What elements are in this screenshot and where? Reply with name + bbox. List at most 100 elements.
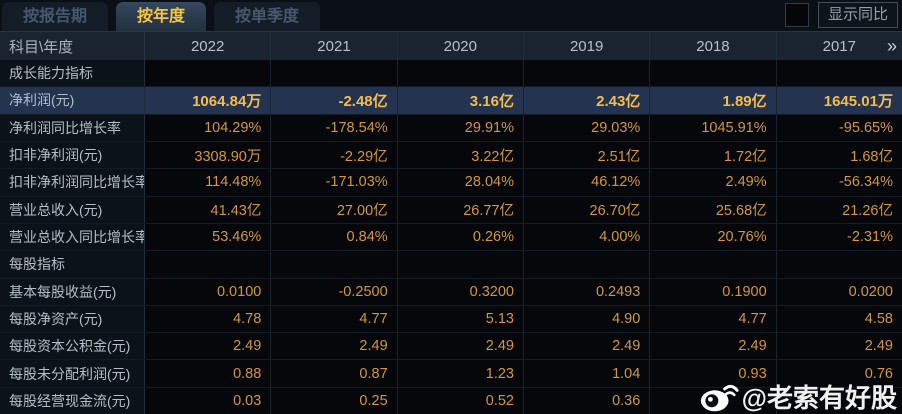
value-cell — [271, 60, 398, 87]
row-label: 每股资本公积金(元) — [0, 333, 145, 360]
value-cell: 2.51亿 — [523, 141, 651, 169]
value-cell — [650, 60, 777, 87]
value-cell: -2.48亿 — [271, 87, 398, 114]
value-cell: 4.77 — [271, 305, 398, 333]
value-cell: -2.31% — [776, 223, 902, 251]
tab-by-year[interactable]: 按年度 — [116, 2, 207, 31]
row-label: 扣非净利润(元) — [0, 141, 145, 169]
value-cell: 0.3200 — [397, 278, 524, 305]
table-row[interactable]: 每股未分配利润(元) 0.88 0.87 1.23 1.04 0.93 0.76 — [0, 360, 902, 388]
table-row[interactable]: 每股净资产(元) 4.78 4.77 5.13 4.90 4.77 4.58 — [0, 305, 902, 334]
row-label: 成长能力指标 — [0, 60, 145, 87]
value-cell: 5.13 — [397, 305, 524, 333]
value-cell: 29.03% — [523, 114, 651, 141]
table-row[interactable]: 每股资本公积金(元) 2.49 2.49 2.49 2.49 2.49 2.49 — [0, 333, 902, 361]
table-row[interactable]: 扣非净利润(元) 3308.90万 -2.29亿 3.22亿 2.51亿 1.72亿 1.6… — [0, 141, 902, 170]
value-cell: 27.00亿 — [271, 196, 398, 223]
value-cell: 0.76 — [776, 360, 902, 387]
table-row[interactable]: 每股经营现金流(元) 0.03 0.25 0.52 0.36 — [0, 387, 902, 414]
row-label: 营业总收入(元) — [0, 196, 145, 223]
value-cell: 41.43亿 — [145, 196, 272, 223]
value-cell: 29.91% — [397, 114, 524, 141]
value-cell: 2.49% — [650, 169, 777, 196]
year-header: 2018 — [650, 32, 777, 60]
table-row[interactable]: 营业总收入(元) 41.43亿 27.00亿 26.77亿 26.70亿 25.68亿 21… — [0, 196, 902, 224]
value-cell: 0.52 — [397, 387, 524, 414]
year-header: 2019 — [524, 32, 651, 60]
year-label: 2018 — [696, 37, 730, 55]
value-cell: 4.00% — [523, 223, 651, 251]
value-cell — [776, 387, 902, 414]
value-cell — [650, 251, 777, 278]
value-cell: 0.1900 — [650, 278, 777, 305]
row-label: 每股指标 — [0, 251, 145, 278]
row-label: 扣非净利润同比增长率 — [0, 169, 145, 196]
year-header: 2020 — [398, 32, 524, 60]
value-cell: -2.29亿 — [271, 141, 398, 169]
value-cell: 53.46% — [145, 223, 272, 251]
table-row[interactable]: 扣非净利润同比增长率 114.48% -171.03% 28.04% 46.12% 2.4… — [0, 169, 902, 197]
value-cell: -178.54% — [271, 114, 398, 141]
tab-bar: 按报告期 按年度 按单季度 显示同比 — [0, 0, 902, 31]
value-cell: 0.26% — [397, 223, 524, 251]
value-cell: 0.2493 — [523, 278, 651, 305]
value-cell: 21.26亿 — [776, 196, 902, 223]
value-cell: 46.12% — [523, 169, 651, 196]
value-cell: 0.36 — [523, 387, 651, 414]
year-header: 2017 » — [777, 32, 902, 60]
table-row[interactable]: 净利润(元) 1064.84万 -2.48亿 3.16亿 2.43亿 1.89亿 1645.… — [0, 87, 902, 115]
year-label: 2022 — [190, 37, 225, 55]
section-row[interactable]: 每股指标 — [0, 251, 902, 279]
value-cell: 2.43亿 — [523, 87, 651, 114]
tab-single-quarter[interactable]: 按单季度 — [214, 2, 321, 31]
row-label: 基本每股收益(元) — [0, 278, 145, 305]
value-cell: -171.03% — [271, 169, 398, 196]
value-cell: 0.88 — [145, 360, 272, 387]
value-cell: 3.22亿 — [397, 141, 524, 169]
value-cell: -95.65% — [776, 114, 902, 141]
value-cell — [523, 251, 651, 278]
financial-table: 科目\年度 2022 2021 2020 2019 2018 2017 » 成长能力指标 净利… — [0, 31, 902, 414]
table-body: 成长能力指标 净利润(元) 1064.84万 -2.48亿 3.16亿 2.43亿 1.89… — [0, 60, 902, 414]
value-cell: 3.16亿 — [397, 87, 524, 114]
value-cell: 2.49 — [271, 333, 398, 360]
value-cell: 2.49 — [776, 333, 902, 360]
value-cell — [145, 251, 272, 278]
table-row[interactable]: 基本每股收益(元) 0.0100 -0.2500 0.3200 0.2493 0.1900… — [0, 278, 902, 306]
tab-report-period[interactable]: 按报告期 — [2, 2, 109, 31]
value-cell: 2.49 — [145, 333, 272, 360]
value-cell — [650, 387, 777, 414]
value-cell — [397, 251, 524, 278]
value-cell: 0.93 — [650, 360, 777, 387]
show-yoy-checkbox[interactable] — [784, 3, 809, 27]
row-label: 净利润(元) — [0, 87, 145, 114]
value-cell — [523, 60, 651, 87]
header-controls: 显示同比 — [784, 2, 902, 28]
value-cell: 0.87 — [271, 360, 398, 387]
value-cell: 1645.01万 — [776, 87, 902, 114]
value-cell: 1.04 — [523, 360, 651, 387]
value-cell — [397, 60, 524, 87]
row-label: 营业总收入同比增长率 — [0, 223, 145, 251]
table-row[interactable]: 净利润同比增长率 104.29% -178.54% 29.91% 29.03% 1045.… — [0, 114, 902, 142]
row-label: 净利润同比增长率 — [0, 114, 145, 141]
year-label: 2020 — [443, 37, 477, 55]
value-cell: 3308.90万 — [145, 141, 272, 169]
table-row[interactable]: 营业总收入同比增长率 53.46% 0.84% 0.26% 4.00% 20.76% -2.… — [0, 223, 902, 252]
value-cell: 1064.84万 — [145, 87, 272, 114]
more-years-icon[interactable]: » — [886, 36, 897, 56]
value-cell: -0.2500 — [271, 278, 398, 305]
value-cell: 0.0200 — [776, 278, 902, 305]
show-yoy-label[interactable]: 显示同比 — [817, 2, 898, 28]
value-cell: 28.04% — [397, 169, 524, 196]
table-header-row: 科目\年度 2022 2021 2020 2019 2018 2017 » — [0, 32, 902, 60]
section-row[interactable]: 成长能力指标 — [0, 60, 902, 88]
value-cell: 4.90 — [523, 305, 651, 333]
value-cell: 0.84% — [271, 223, 398, 251]
year-header: 2021 — [271, 32, 398, 60]
year-label: 2017 — [822, 37, 856, 55]
value-cell: 4.77 — [650, 305, 777, 333]
value-cell — [145, 60, 272, 87]
value-cell: 4.78 — [145, 305, 272, 333]
